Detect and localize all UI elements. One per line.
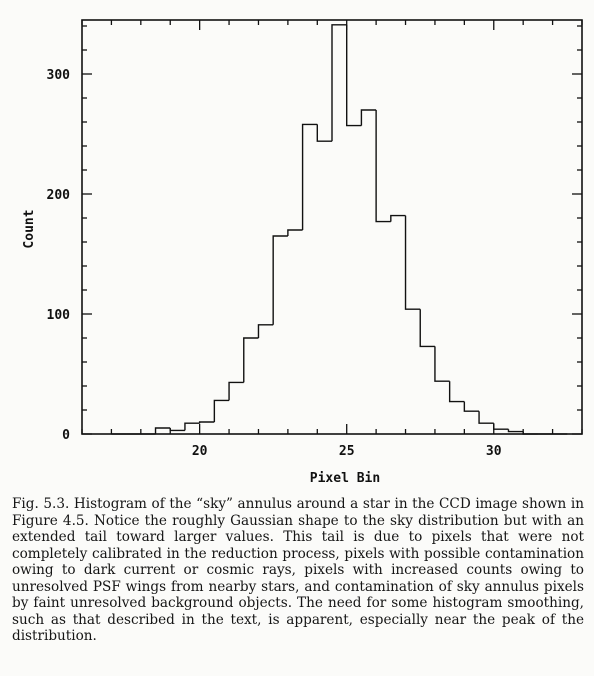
figure-caption: Fig. 5.3. Histogram of the “sky” annulus… <box>12 496 584 644</box>
histogram-bin <box>375 110 391 223</box>
plot-frame <box>81 19 583 435</box>
x-tick-label: 20 <box>192 444 208 459</box>
x-tick-label: 30 <box>486 444 502 459</box>
y-axis-title: Count <box>22 209 37 248</box>
histogram-bin <box>272 235 288 325</box>
histogram-bin <box>360 109 377 126</box>
plot-frame-border <box>81 19 583 435</box>
histogram-bin <box>228 381 244 401</box>
histogram-bin <box>522 431 538 435</box>
histogram-bin <box>198 421 215 424</box>
histogram-bin <box>434 346 450 382</box>
y-tick-label: 100 <box>47 308 71 323</box>
y-tick-label: 0 <box>62 428 70 443</box>
histogram-bin <box>184 422 200 431</box>
histogram-bin <box>404 215 421 310</box>
histogram-bin <box>390 214 406 222</box>
y-tick-label: 200 <box>47 188 71 203</box>
histogram-bin <box>507 429 524 433</box>
histogram-bin <box>463 401 480 412</box>
histogram-bin <box>287 229 303 236</box>
histogram-bin <box>331 24 347 142</box>
histogram-steps <box>111 24 568 435</box>
x-tick-label: 25 <box>339 444 355 459</box>
tick-labels: 0 100 200 300 20 25 30 <box>47 68 502 459</box>
histogram-bin <box>243 337 259 383</box>
y-tick-label: 300 <box>47 68 71 83</box>
histogram-bin <box>346 24 362 127</box>
histogram-bin <box>213 399 230 422</box>
histogram-bin <box>419 309 435 348</box>
histogram-bin <box>448 381 465 403</box>
histogram-bin <box>169 428 185 432</box>
histogram-bin <box>154 427 171 434</box>
histogram-chart: 0 100 200 300 20 25 30 Count Pixel Bin <box>22 19 583 486</box>
histogram-bin <box>493 423 509 430</box>
x-axis-title: Pixel Bin <box>310 471 380 486</box>
histogram-bin <box>257 324 274 338</box>
histogram-bin <box>478 411 494 424</box>
histogram-bin <box>301 123 318 230</box>
histogram-bin <box>316 124 332 142</box>
